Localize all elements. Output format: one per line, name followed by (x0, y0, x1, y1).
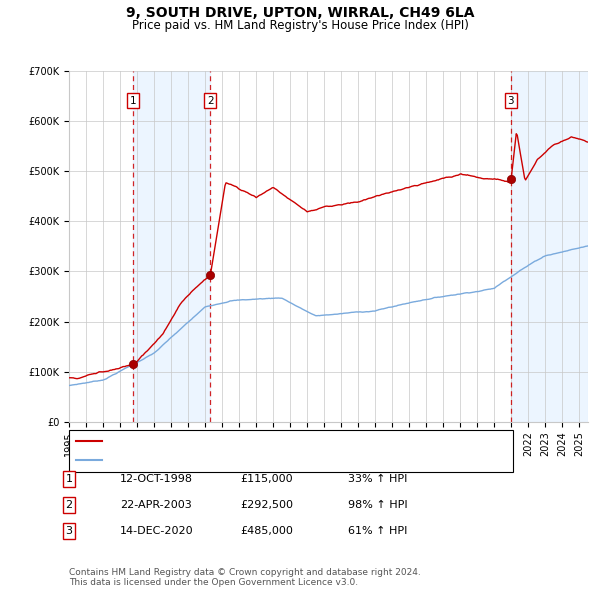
Text: Price paid vs. HM Land Registry's House Price Index (HPI): Price paid vs. HM Land Registry's House … (131, 19, 469, 32)
Text: £292,500: £292,500 (240, 500, 293, 510)
Text: 3: 3 (508, 96, 514, 106)
Text: 61% ↑ HPI: 61% ↑ HPI (348, 526, 407, 536)
Text: 98% ↑ HPI: 98% ↑ HPI (348, 500, 407, 510)
Bar (511, 71, 588, 422)
Text: £485,000: £485,000 (240, 526, 293, 536)
Text: £115,000: £115,000 (240, 474, 293, 484)
Text: 9, SOUTH DRIVE, UPTON, WIRRAL, CH49 6LA: 9, SOUTH DRIVE, UPTON, WIRRAL, CH49 6LA (126, 6, 474, 20)
Text: 22-APR-2003: 22-APR-2003 (120, 500, 192, 510)
Bar (133, 71, 211, 422)
Text: 33% ↑ HPI: 33% ↑ HPI (348, 474, 407, 484)
Text: 1: 1 (130, 96, 137, 106)
Text: 12-OCT-1998: 12-OCT-1998 (120, 474, 193, 484)
Text: 9, SOUTH DRIVE, UPTON, WIRRAL, CH49 6LA (detached house): 9, SOUTH DRIVE, UPTON, WIRRAL, CH49 6LA … (106, 437, 457, 447)
Text: 14-DEC-2020: 14-DEC-2020 (120, 526, 194, 536)
Text: 1: 1 (65, 474, 73, 484)
Text: 3: 3 (65, 526, 73, 536)
Text: 2: 2 (65, 500, 73, 510)
Text: 2: 2 (207, 96, 214, 106)
Text: Contains HM Land Registry data © Crown copyright and database right 2024.
This d: Contains HM Land Registry data © Crown c… (69, 568, 421, 587)
Text: HPI: Average price, detached house, Wirral: HPI: Average price, detached house, Wirr… (106, 455, 346, 465)
